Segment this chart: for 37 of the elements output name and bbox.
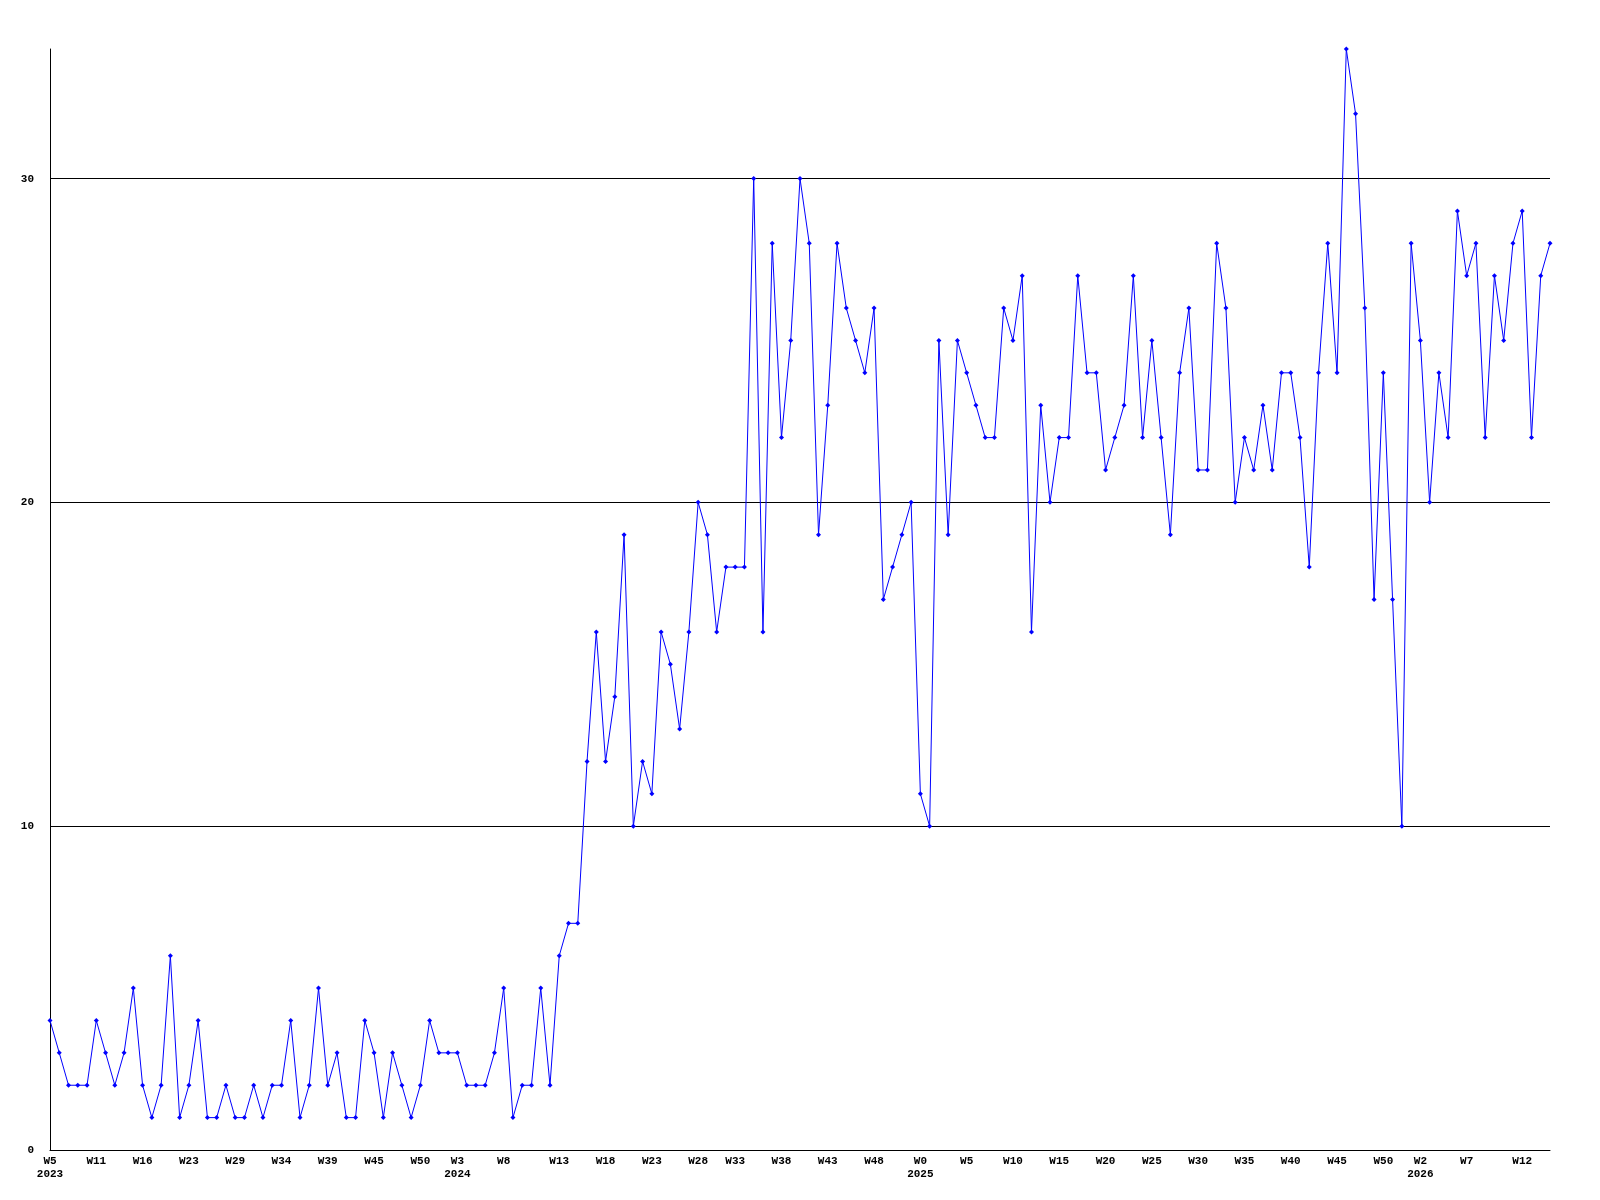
x-tick-label: W7 [1460,1154,1474,1167]
x-tick-label: W8 [497,1154,511,1167]
x-tick-label: W5 2023 [36,1154,64,1180]
x-tick-label: W28 [688,1154,709,1167]
y-tick-label: 10 [20,820,34,833]
x-tick-label: W5 [960,1154,974,1167]
x-tick-label: W16 [132,1154,153,1167]
x-tick-label: W25 [1141,1154,1163,1167]
x-tick-label: W23 [641,1154,663,1167]
x-tick-label: W11 [86,1154,107,1167]
x-tick-label: W20 [1095,1154,1116,1167]
x-tick-label: W3 2024 [444,1154,472,1180]
x-tick-label: W33 [725,1154,746,1167]
x-tick-label: W18 [595,1154,616,1167]
y-tick-label: 30 [20,172,34,185]
x-tick-label: W34 [271,1154,292,1167]
x-tick-label: W0 2025 [907,1154,934,1180]
x-tick-label: W43 [817,1154,839,1167]
x-tick-label: W2 2026 [1407,1154,1434,1180]
x-tick-label: W15 [1049,1154,1070,1167]
x-tick-label: W13 [549,1154,570,1167]
x-tick-label: W12 [1512,1154,1533,1167]
x-tick-label: W30 [1188,1154,1209,1167]
x-tick-label: W35 [1234,1154,1255,1167]
x-tick-label: W23 [178,1154,200,1167]
x-tick-label: W10 [1003,1154,1023,1167]
x-tick-label: W29 [225,1154,246,1167]
x-tick-label: W40 [1280,1154,1301,1167]
x-tick-label: W45 [1327,1154,1348,1167]
y-tick-label: 20 [20,496,34,509]
x-tick-label: W50 [1373,1154,1394,1167]
x-tick-label: W39 [317,1154,338,1167]
x-tick-label: W50 [410,1154,431,1167]
x-tick-label: W38 [771,1154,792,1167]
x-tick-label: W48 [864,1154,885,1167]
y-tick-label: 0 [27,1144,34,1156]
x-tick-label: W45 [364,1154,385,1167]
